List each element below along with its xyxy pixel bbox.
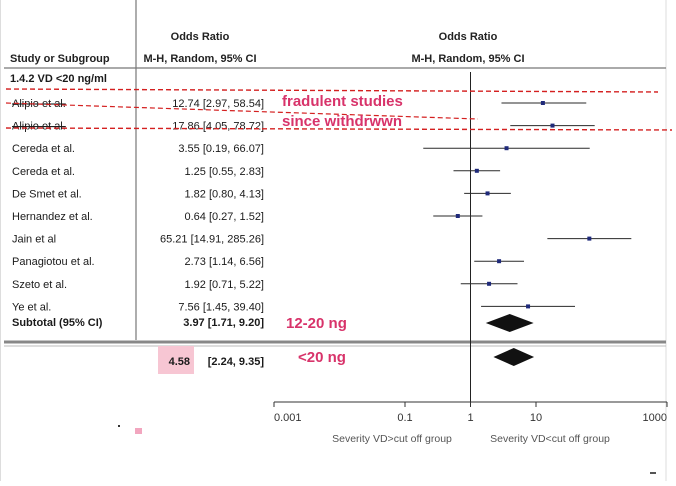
study-ci-text: 0.64 [0.27, 1.52] [184,211,264,223]
subtotal-ci-text: 3.97 [1.71, 9.20] [183,317,264,329]
overall-ci-text: [2.24, 9.35] [208,356,265,368]
study-name: Panagiotou et al. [12,256,95,268]
study-name: Szeto et al. [12,279,67,291]
subtotal-diamond [485,314,534,332]
withdrawn-strike-line-1 [5,88,659,93]
overall-diamond [493,348,535,366]
overall-or-highlight [158,346,194,374]
study-ci-text: 3.55 [0.19, 66.07] [178,143,264,155]
plot-subtitle: M-H, Random, 95% CI [411,53,524,65]
study-point [526,304,531,309]
study-point [497,259,502,264]
study-ci-text: 1.82 [0.80, 4.13] [184,188,264,200]
study-ci-text: 17.86 [4.05, 78.72] [172,121,264,133]
header-or-subtitle: M-H, Random, 95% CI [143,53,256,65]
study-ci-text: 1.92 [0.71, 5.22] [184,279,264,291]
study-name: Cereda et al. [12,166,75,178]
annotation-subtotal-note: 12-20 ng [286,315,347,332]
study-name: Hernandez et al. [12,211,93,223]
x-tick-label: 1 [467,412,473,424]
x-axis-right-label: Severity VD<cut off group [490,433,610,445]
study-point [550,123,555,128]
study-ci-text: 12.74 [2.97, 58.54] [172,98,264,110]
study-ci-text: 2.73 [1.14, 6.56] [184,256,264,268]
stray-mark-corner [650,472,656,474]
annotation-withdrawn-line1: fradulent studies [282,93,403,110]
overall-or-value: 4.58 [169,356,190,368]
subtotal-label: Subtotal (95% CI) [12,317,103,329]
withdrawn-strike-line-2 [5,127,673,131]
study-name: Ye et al. [12,301,51,313]
study-ci-text: 1.25 [0.55, 2.83] [184,166,264,178]
x-tick-label: 10 [530,412,542,424]
header-study-column: Study or Subgroup [10,53,110,65]
study-name: De Smet et al. [12,188,82,200]
x-tick-label: 0.001 [274,412,302,424]
study-point [474,168,479,173]
plot-title: Odds Ratio [439,31,498,43]
annotation-overall-note: <20 ng [298,349,346,366]
study-name: Cereda et al. [12,143,75,155]
stray-mark-pink [135,428,142,434]
study-point [487,281,492,286]
study-point [587,236,592,241]
stray-mark-dark [118,425,120,427]
annotation-withdrawn-line2: since withdrwwn [282,113,402,130]
x-axis-left-label: Severity VD>cut off group [332,433,452,445]
study-point [504,146,509,151]
study-name: Alipio et al. [12,121,66,133]
x-tick-label: 0.1 [397,412,412,424]
study-ci-text: 65.21 [14.91, 285.26] [160,234,264,246]
x-tick-label: 1000 [643,412,667,424]
study-name: Jain et al [12,234,56,246]
study-rows: Alipio et al. 12.74 [2.97, 58.54]Alipio e… [12,98,632,313]
header-or-title: Odds Ratio [171,31,230,43]
x-axis-ticks: 0.001 0.1 1 10 1000 [273,402,668,424]
study-point [540,101,545,105]
withdrawn-strike-line-3 [5,102,479,120]
subgroup-label: 1.4.2 VD <20 ng/ml [10,73,107,85]
study-ci-text: 7.56 [1.45, 39.40] [178,301,264,313]
study-point [485,191,490,196]
study-point [455,214,460,218]
